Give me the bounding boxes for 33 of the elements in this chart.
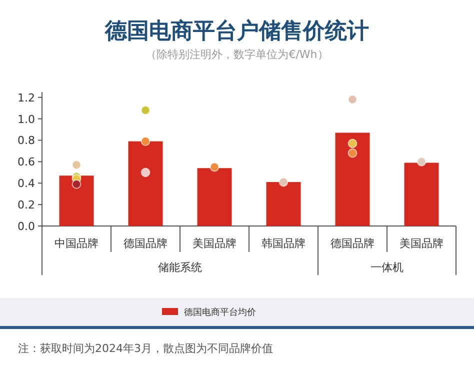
- point: [140, 168, 150, 178]
- point: [72, 179, 82, 189]
- bar: [59, 176, 94, 226]
- x-tick-label: 美国品牌: [192, 237, 236, 250]
- x-tick-label: 德国品牌: [330, 237, 374, 250]
- y-tick-label: 0.8: [18, 134, 35, 148]
- x-tick-label: 德国品牌: [124, 237, 168, 250]
- chart-subtitle: （除特别注明外，数字单位为€/Wh）: [146, 48, 328, 61]
- text: 储能系统: [158, 261, 202, 274]
- y-tick-label: 0.4: [18, 177, 35, 190]
- y-tick-label: 0.6: [18, 156, 35, 169]
- point: [416, 156, 426, 166]
- point: [278, 177, 288, 187]
- legend-label: 德国电商平台均价: [184, 307, 256, 318]
- bar: [128, 141, 163, 226]
- text: 一体机: [370, 261, 404, 274]
- text: 注：获取时间为2024年3月，散点图为不同品牌价值: [18, 342, 273, 355]
- point: [348, 94, 358, 104]
- y-tick-label: 1.0: [18, 112, 35, 126]
- x-tick-label: 中国品牌: [54, 237, 98, 250]
- point: [140, 106, 150, 115]
- x-tick-label: 美国品牌: [400, 237, 444, 250]
- bar: [197, 168, 232, 226]
- y-tick-label: 0.0: [18, 220, 35, 233]
- bar: [335, 132, 370, 226]
- bar: [266, 182, 301, 226]
- point: [72, 160, 82, 170]
- point: [348, 138, 358, 148]
- y-tick-label: 0.2: [18, 198, 35, 212]
- y-tick-label: 1.2: [18, 91, 35, 104]
- bar: [404, 162, 439, 226]
- chart-title: 德国电商平台户储售价统计: [104, 18, 369, 44]
- x-tick-label: 韩国品牌: [262, 237, 306, 250]
